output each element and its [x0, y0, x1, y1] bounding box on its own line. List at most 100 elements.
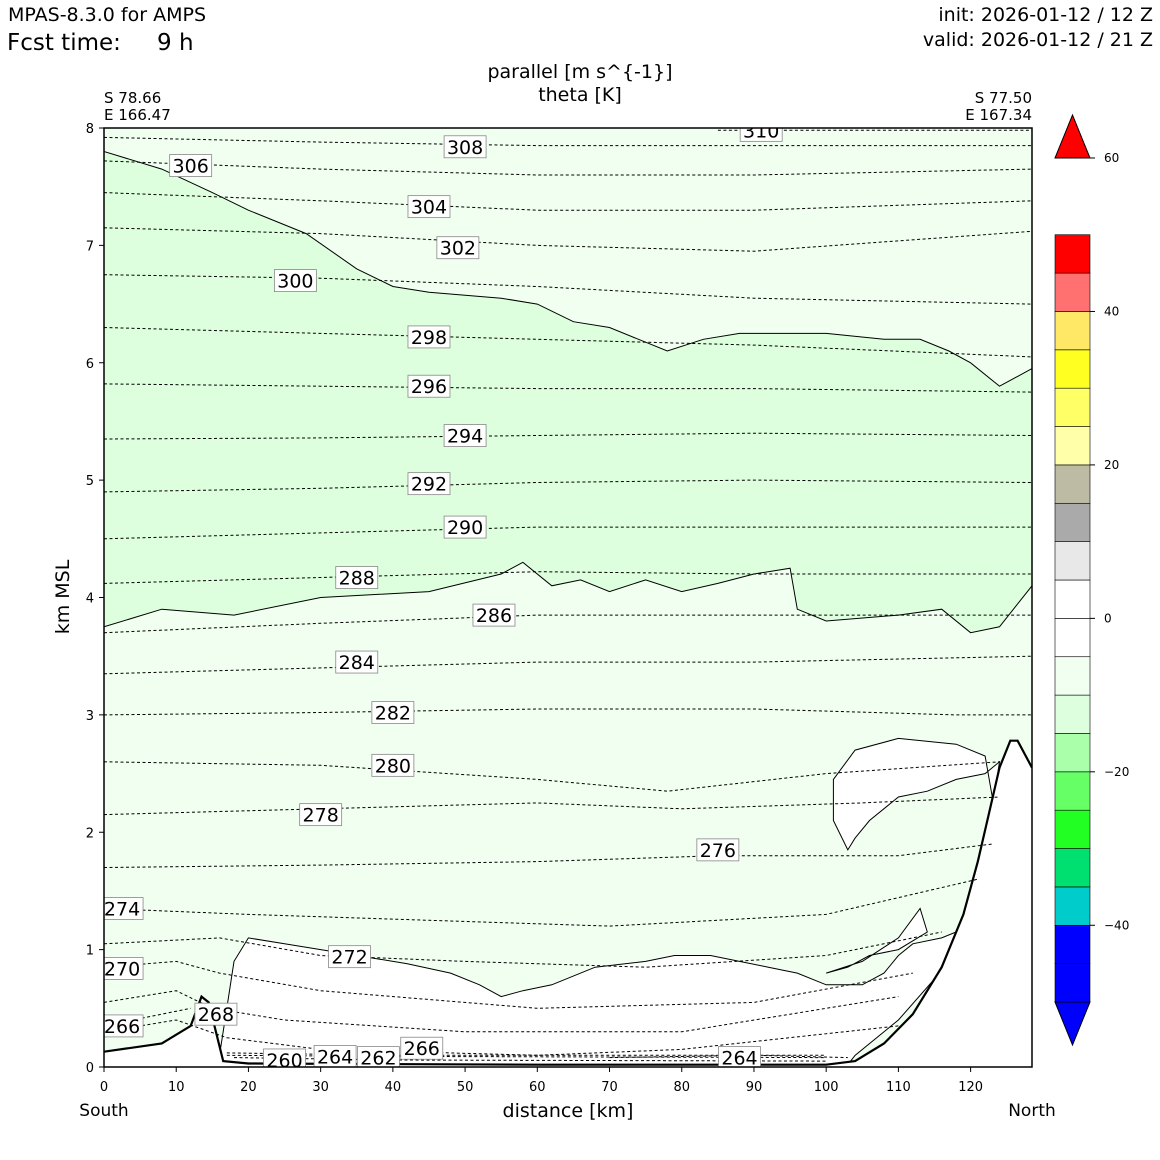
x-tick-label-0: 0 — [100, 1080, 108, 1095]
colorbar-bin-15 — [1054, 464, 1091, 504]
theta-label-box-276 — [696, 838, 740, 862]
x-tick-label-60: 60 — [529, 1080, 546, 1095]
theta-label-box-266 — [400, 1036, 444, 1060]
theta-label-282: 282 — [375, 703, 411, 725]
theta-label-290: 290 — [447, 517, 483, 539]
colorbar-bin-25 — [1054, 387, 1091, 427]
theta-contour-282 — [104, 708, 1032, 716]
theta-label-306: 306 — [173, 156, 209, 178]
y-tick-label-3: 3 — [86, 709, 94, 724]
theta-label-310: 310 — [743, 120, 779, 142]
colorbar-label-60: 60 — [1104, 151, 1119, 165]
right-endpoint-lat: S 77.50 — [975, 89, 1032, 107]
theta-contour-284 — [104, 655, 1032, 675]
y-tick-label-5: 5 — [86, 474, 94, 489]
forecast-time-value: 9 h — [157, 30, 194, 56]
colorbar-bin-10 — [1054, 502, 1091, 542]
x-axis-label: distance [km] — [503, 1100, 634, 1122]
theta-label-296: 296 — [411, 376, 447, 398]
colorbar-bin-40 — [1054, 272, 1091, 312]
x-tick-label-90: 90 — [746, 1080, 763, 1095]
colorbar-bin--35 — [1054, 848, 1091, 888]
theta-label-box-310 — [739, 128, 783, 142]
theta-label-298: 298 — [411, 327, 447, 349]
colorbar-bin-0 — [1054, 579, 1091, 619]
theta-label-274: 274 — [104, 899, 140, 921]
theta-contour-290 — [104, 526, 1032, 540]
colorbar-bin--5 — [1054, 618, 1091, 658]
theta-label-box-296 — [407, 374, 451, 398]
theta-contour-286 — [104, 614, 1032, 634]
theta-contour-302 — [104, 227, 1032, 252]
colorbar-bin--20 — [1054, 733, 1091, 773]
theta-contour-278 — [104, 796, 1000, 816]
theta-label-box-298 — [407, 325, 451, 349]
colorbar-bin--25 — [1054, 771, 1091, 811]
y-tick-label-0: 0 — [86, 1061, 94, 1076]
theta-label-262: 262 — [360, 1048, 396, 1070]
theta-label-294: 294 — [447, 426, 483, 448]
y-tick-label-4: 4 — [86, 592, 94, 607]
colorbar-label--20: −20 — [1104, 765, 1129, 779]
theta-contours: 260 262 264 264 266 266 268 270 272 274 276 278 280 2… — [104, 120, 1032, 1072]
theta-contour-266 — [104, 1007, 191, 1027]
theta-contour-292 — [104, 479, 1032, 493]
x-axis-ticks: 0 10 20 30 40 50 60 70 80 90 100 110 120 — [100, 1067, 983, 1095]
colorbar-bin--30 — [1054, 809, 1091, 849]
theta-label-box-264 — [313, 1045, 357, 1067]
colorbar-bin--15 — [1054, 694, 1091, 734]
wind-region-3 — [826, 907, 928, 974]
theta-contour-274 — [104, 878, 978, 927]
theta-label-box-274 — [104, 897, 144, 920]
colorbar: −40 −20 0 20 40 60 — [1054, 113, 1129, 1047]
theta-contour-300 — [104, 274, 1032, 305]
theta-label-284: 284 — [339, 652, 375, 674]
y-tick-label-6: 6 — [86, 357, 94, 372]
theta-label-box-282 — [371, 701, 415, 724]
theta-label-286: 286 — [476, 605, 512, 627]
left-endpoint-lon: E 166.47 — [104, 106, 171, 124]
theta-label-288: 288 — [339, 568, 375, 590]
colorbar-extend-max — [1054, 113, 1091, 159]
y-tick-label-1: 1 — [86, 944, 94, 959]
colorbar-label--40: −40 — [1104, 918, 1129, 932]
theta-label-260: 260 — [266, 1050, 302, 1072]
theta-contour-288 — [104, 571, 1032, 584]
x-tick-label-80: 80 — [673, 1080, 690, 1095]
colorbar-label-0: 0 — [1104, 611, 1112, 625]
theta-label-box-300 — [273, 269, 317, 292]
parallel-wind-fill — [104, 128, 1032, 1067]
x-tick-label-100: 100 — [814, 1080, 839, 1095]
theta-label-box-264 — [718, 1046, 761, 1067]
x-tick-label-120: 120 — [958, 1080, 983, 1095]
theta-label-300: 300 — [277, 271, 313, 293]
x-tick-label-10: 10 — [168, 1080, 185, 1095]
theta-label-box-284 — [335, 650, 379, 674]
y-axis-label: km MSL — [52, 559, 74, 634]
theta-label-box-280 — [371, 753, 415, 777]
theta-contour-294 — [104, 432, 1032, 440]
theta-label-box-260 — [263, 1048, 306, 1067]
x-tick-label-70: 70 — [601, 1080, 618, 1095]
colorbar-bin--50 — [1054, 963, 1091, 1003]
theta-contour-308 — [104, 136, 1032, 147]
chart-title-line1: parallel [m s^{-1}] — [487, 61, 672, 83]
theta-label-264: 264 — [317, 1046, 353, 1068]
south-direction-label: South — [79, 1101, 128, 1121]
north-direction-label: North — [1008, 1101, 1056, 1121]
x-tick-label-40: 40 — [385, 1080, 402, 1095]
theta-label-276: 276 — [700, 840, 736, 862]
theta-contour-296 — [104, 383, 1032, 393]
colorbar-bin-35 — [1054, 311, 1091, 351]
theta-label-box-304 — [407, 195, 451, 219]
x-tick-label-20: 20 — [240, 1080, 257, 1095]
colorbar-bin-5 — [1054, 541, 1091, 581]
theta-label-box-272 — [328, 945, 371, 969]
x-tick-label-110: 110 — [886, 1080, 911, 1095]
colorbar-bin--45 — [1054, 924, 1091, 964]
theta-label-box-270 — [104, 957, 144, 980]
theta-label-box-262 — [357, 1046, 400, 1067]
valid-time: valid: 2026-01-12 / 21 Z — [922, 29, 1153, 51]
theta-label-264: 264 — [721, 1048, 757, 1070]
theta-label-box-294 — [443, 424, 487, 447]
